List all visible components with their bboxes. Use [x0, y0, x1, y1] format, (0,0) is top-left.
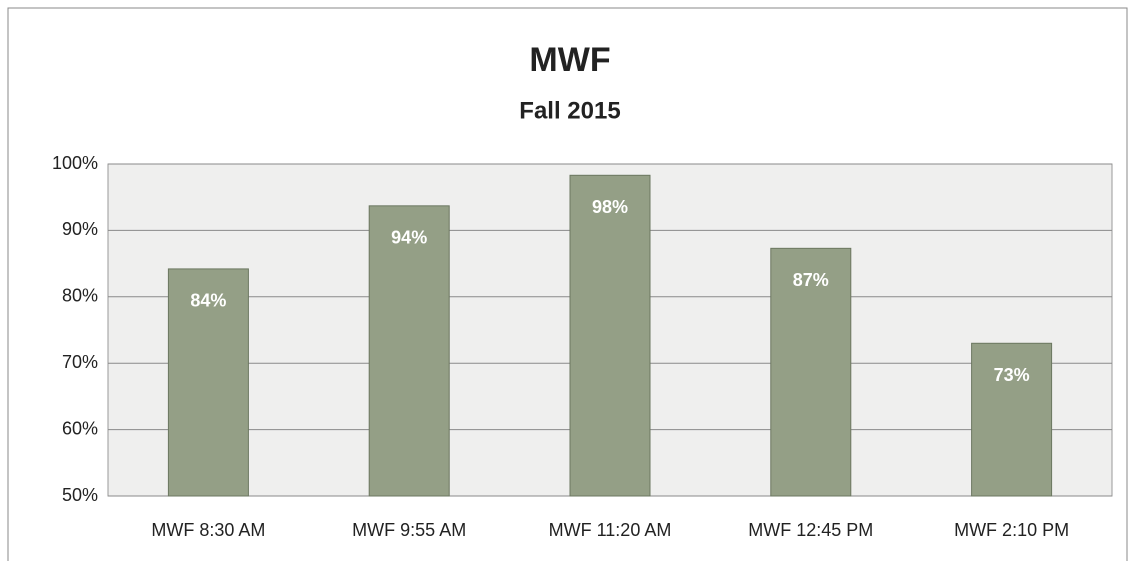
- y-tick-label: 50%: [62, 485, 98, 505]
- chart-border: [7, 7, 1128, 561]
- y-tick-label: 100%: [52, 153, 98, 173]
- bar: [569, 174, 651, 497]
- y-tick-label: 60%: [62, 418, 98, 438]
- x-tick-label: MWF 2:10 PM: [954, 520, 1069, 540]
- bar: [167, 268, 249, 497]
- y-tick-label: 80%: [62, 286, 98, 306]
- bar: [770, 247, 852, 497]
- x-tick-label: MWF 12:45 PM: [748, 520, 873, 540]
- bar: [368, 205, 450, 497]
- chart-subtitle: Fall 2015: [519, 97, 620, 124]
- x-tick-label: MWF 11:20 AM: [549, 520, 672, 540]
- data-label: 98%: [592, 197, 628, 217]
- data-label: 87%: [793, 270, 829, 290]
- data-label: 73%: [994, 365, 1030, 385]
- chart-title: MWF: [529, 41, 610, 79]
- x-tick-label: MWF 9:55 AM: [352, 520, 466, 540]
- y-tick-label: 70%: [62, 352, 98, 372]
- data-label: 84%: [190, 291, 226, 311]
- x-tick-label: MWF 8:30 AM: [151, 520, 265, 540]
- y-tick-label: 90%: [62, 219, 98, 239]
- bar: [971, 342, 1053, 497]
- data-label: 94%: [391, 228, 427, 248]
